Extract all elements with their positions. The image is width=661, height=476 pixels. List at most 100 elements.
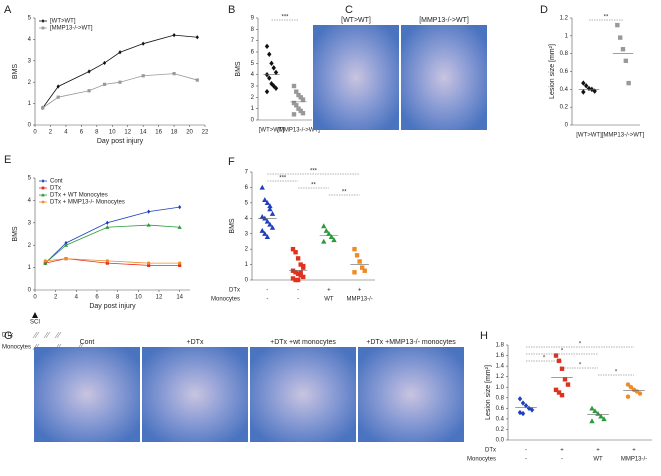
marker [298, 95, 303, 100]
marker [105, 220, 109, 225]
x-tick-label: 6 [80, 130, 84, 136]
marker [581, 80, 586, 86]
x-tick-label: 0 [33, 295, 37, 301]
y-tick-label: 0 [28, 288, 32, 294]
y-tick-label: 3 [245, 231, 249, 237]
marker [269, 210, 276, 216]
marker [43, 261, 48, 265]
marker [147, 263, 151, 267]
cell: + [560, 448, 564, 454]
marker [267, 221, 273, 227]
marker [301, 274, 306, 280]
panel-label: F [228, 156, 235, 168]
sig-label: * [579, 363, 582, 369]
marker [293, 277, 298, 283]
cell: + [358, 288, 362, 294]
marker [321, 238, 327, 244]
marker [296, 106, 301, 111]
marker [295, 277, 301, 283]
y-tick-label: 4 [245, 216, 249, 222]
marker [41, 179, 45, 183]
x-tick-label: 14 [140, 130, 147, 136]
sig-label: ** [311, 183, 316, 189]
image-label: +DTx +MMP13-/- monocytes [366, 339, 456, 346]
y-tick-label: 6 [245, 185, 249, 191]
x-tick-label: 6 [95, 295, 99, 301]
y-tick-label: 2 [28, 80, 32, 86]
y-axis-label: Lesion size [mm²] [485, 365, 492, 420]
panel-label: A [4, 4, 12, 16]
y-tick-label: 1.6 [496, 353, 505, 359]
y-tick-label: 0.4 [560, 87, 569, 93]
marker [620, 47, 626, 52]
marker [583, 83, 589, 89]
x-tick-label: 8 [95, 130, 99, 136]
y-tick-label: 8 [251, 27, 255, 33]
marker [178, 261, 182, 265]
row-label: Monocytes [467, 457, 496, 463]
marker [529, 407, 535, 413]
panel-label: G [4, 330, 13, 342]
marker [291, 83, 297, 89]
series-line [42, 73, 198, 109]
marker [264, 43, 270, 50]
marker [264, 234, 271, 239]
y-tick-label: 7 [251, 38, 255, 44]
x-tick-label: 4 [75, 295, 79, 301]
row-label: DTx [485, 448, 496, 454]
marker [328, 234, 335, 239]
y-tick-label: 1 [565, 33, 569, 39]
y-tick-label: 0.8 [560, 51, 569, 57]
cell: - [297, 288, 299, 294]
marker [264, 88, 270, 95]
marker [43, 259, 47, 263]
marker [178, 263, 182, 267]
marker [41, 200, 45, 204]
sig-label: *** [279, 176, 287, 182]
panel-label: C [345, 4, 353, 16]
y-tick-label: 5 [245, 200, 249, 206]
marker [331, 237, 337, 243]
marker [195, 35, 199, 40]
cell: - [297, 297, 299, 303]
series-line [45, 206, 180, 264]
legend-label: [WT>WT] [50, 19, 76, 25]
panel-label: D [540, 4, 548, 16]
marker [300, 97, 306, 102]
marker [352, 270, 357, 275]
y-axis-label: BMS [235, 61, 242, 77]
series-line [42, 34, 198, 109]
cell: WT [324, 297, 334, 303]
marker [625, 382, 631, 387]
marker [626, 80, 631, 86]
cell: - [266, 297, 268, 303]
image-label: +DTx +wt monocytes [270, 339, 336, 346]
marker [517, 396, 523, 402]
y-tick-label: 0.6 [496, 406, 505, 412]
tissue-image [34, 347, 140, 442]
marker [295, 256, 301, 261]
image-label: [WT>WT] [341, 17, 371, 24]
marker [628, 385, 634, 390]
marker [559, 366, 565, 371]
x-tick-label: 4 [64, 130, 68, 136]
marker [357, 259, 362, 264]
category-label: [MMP13-/->WT] [602, 133, 645, 139]
legend-label: [MMP13-/->WT] [50, 26, 93, 32]
y-tick-label: 2 [245, 247, 249, 253]
x-tick-label: 2 [54, 295, 58, 301]
x-tick-label: 0 [33, 130, 37, 136]
marker [617, 35, 623, 40]
sig-label: ** [342, 190, 347, 196]
marker [259, 184, 265, 190]
marker [172, 72, 176, 76]
marker [520, 400, 526, 406]
sig-label: * [615, 370, 618, 376]
cell: - [525, 457, 527, 463]
sig-label: *** [281, 15, 289, 21]
schedule-label: DTx [2, 333, 13, 339]
y-tick-label: 0.6 [560, 69, 569, 75]
marker [56, 84, 60, 89]
tissue-image [313, 25, 399, 130]
x-tick-label: 10 [109, 130, 116, 136]
